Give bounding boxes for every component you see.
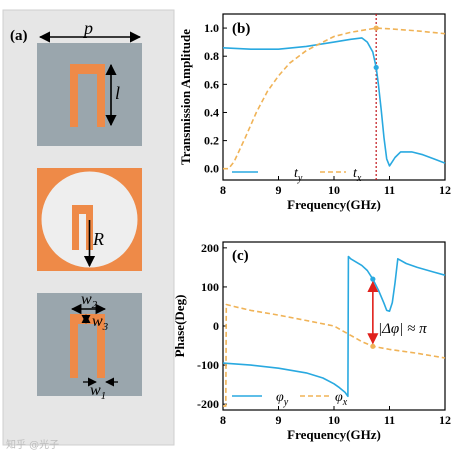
series-line-φ-y (222, 255, 446, 398)
series-line-t-x (223, 27, 446, 170)
chart-b-ylabel: Transmission Amplitude (178, 29, 193, 165)
ytick-label: 0.0 (204, 162, 219, 176)
xtick-label: 8 (220, 183, 226, 197)
chart-b-xlabel: Frequency(GHz) (287, 197, 381, 212)
ytick-label: 0.8 (204, 49, 219, 63)
ytick-label: 1.0 (204, 21, 219, 35)
series-line-φ-x (223, 303, 446, 407)
legend-phiy-label: φy (276, 390, 289, 408)
chart-b-label: (b) (232, 21, 250, 37)
u-resonator-3 (70, 314, 105, 378)
u-resonator-2 (72, 205, 93, 250)
substrate-1 (37, 43, 142, 146)
watermark: 知乎 @光子 (6, 440, 60, 451)
chart-c-label: (c) (232, 248, 249, 264)
chart-b-frame (222, 13, 446, 181)
data-point-marker (373, 64, 379, 71)
panel-a-label: (a) (10, 28, 28, 44)
xtick-label: 12 (439, 183, 451, 197)
dim-R-label: R (92, 229, 104, 249)
dim-w1-label: w1 (90, 382, 106, 402)
chart-b-axes: 8 9 10 11 12 0.0 0.2 0.4 0.6 0.8 1.0 (204, 21, 451, 197)
ytick-label: 0.4 (204, 105, 219, 119)
unit-cell-1: p l (37, 18, 142, 146)
chart-b: 8 9 10 11 12 0.0 0.2 0.4 0.6 0.8 1.0 (b) Frequency… (178, 13, 451, 212)
unit-cell-3: w2 w3 w1 (37, 291, 142, 402)
delta-phi-annotation: |Δφ| ≈ π (378, 321, 427, 337)
xtick-label: 11 (384, 183, 395, 197)
u-resonator-1 (70, 64, 105, 127)
xtick-label: 12 (439, 413, 451, 427)
chart-b-legend: ty tx (232, 166, 362, 184)
chart-c-ylabel: Phase(Deg) (172, 295, 187, 358)
xtick-label: 9 (276, 183, 282, 197)
legend-ty-label: ty (294, 166, 303, 184)
unit-cell-2: R (37, 168, 142, 271)
xtick-label: 9 (276, 413, 282, 427)
ytick-label: 0.2 (204, 134, 219, 148)
data-point-marker (370, 343, 376, 349)
series-line-t-y (222, 37, 446, 167)
dim-w2-label: w2 (81, 291, 98, 311)
ytick-label: 200 (201, 241, 219, 255)
panel-a: (a) p l R w2 w3 w1 (2, 9, 175, 446)
xtick-label: 10 (328, 183, 340, 197)
chart-c-xlabel: Frequency(GHz) (287, 427, 381, 442)
dim-p-label: p (82, 18, 93, 38)
ytick-label: -200 (197, 397, 219, 411)
legend-tx-label: tx (353, 166, 362, 184)
data-point-marker (370, 276, 376, 282)
dim-w3-label: w3 (92, 313, 109, 333)
ytick-label: 0.6 (204, 77, 219, 91)
chart-b-series (222, 14, 446, 180)
ytick-label: 0 (213, 319, 219, 333)
dim-l-label: l (115, 83, 120, 103)
chart-c-series (222, 255, 446, 407)
ytick-label: 100 (201, 280, 219, 294)
legend-phix-label: φx (335, 390, 348, 408)
chart-c-legend: φy φx (232, 390, 348, 408)
xtick-label: 11 (384, 413, 395, 427)
chart-c: 8 9 10 11 12 -200 -100 0 100 200 (c) Frequency(GH… (172, 241, 451, 442)
ytick-label: -100 (197, 358, 219, 372)
data-point-marker (373, 25, 379, 31)
chart-c-axes: 8 9 10 11 12 -200 -100 0 100 200 (197, 241, 451, 427)
xtick-label: 10 (328, 413, 340, 427)
xtick-label: 8 (220, 413, 226, 427)
